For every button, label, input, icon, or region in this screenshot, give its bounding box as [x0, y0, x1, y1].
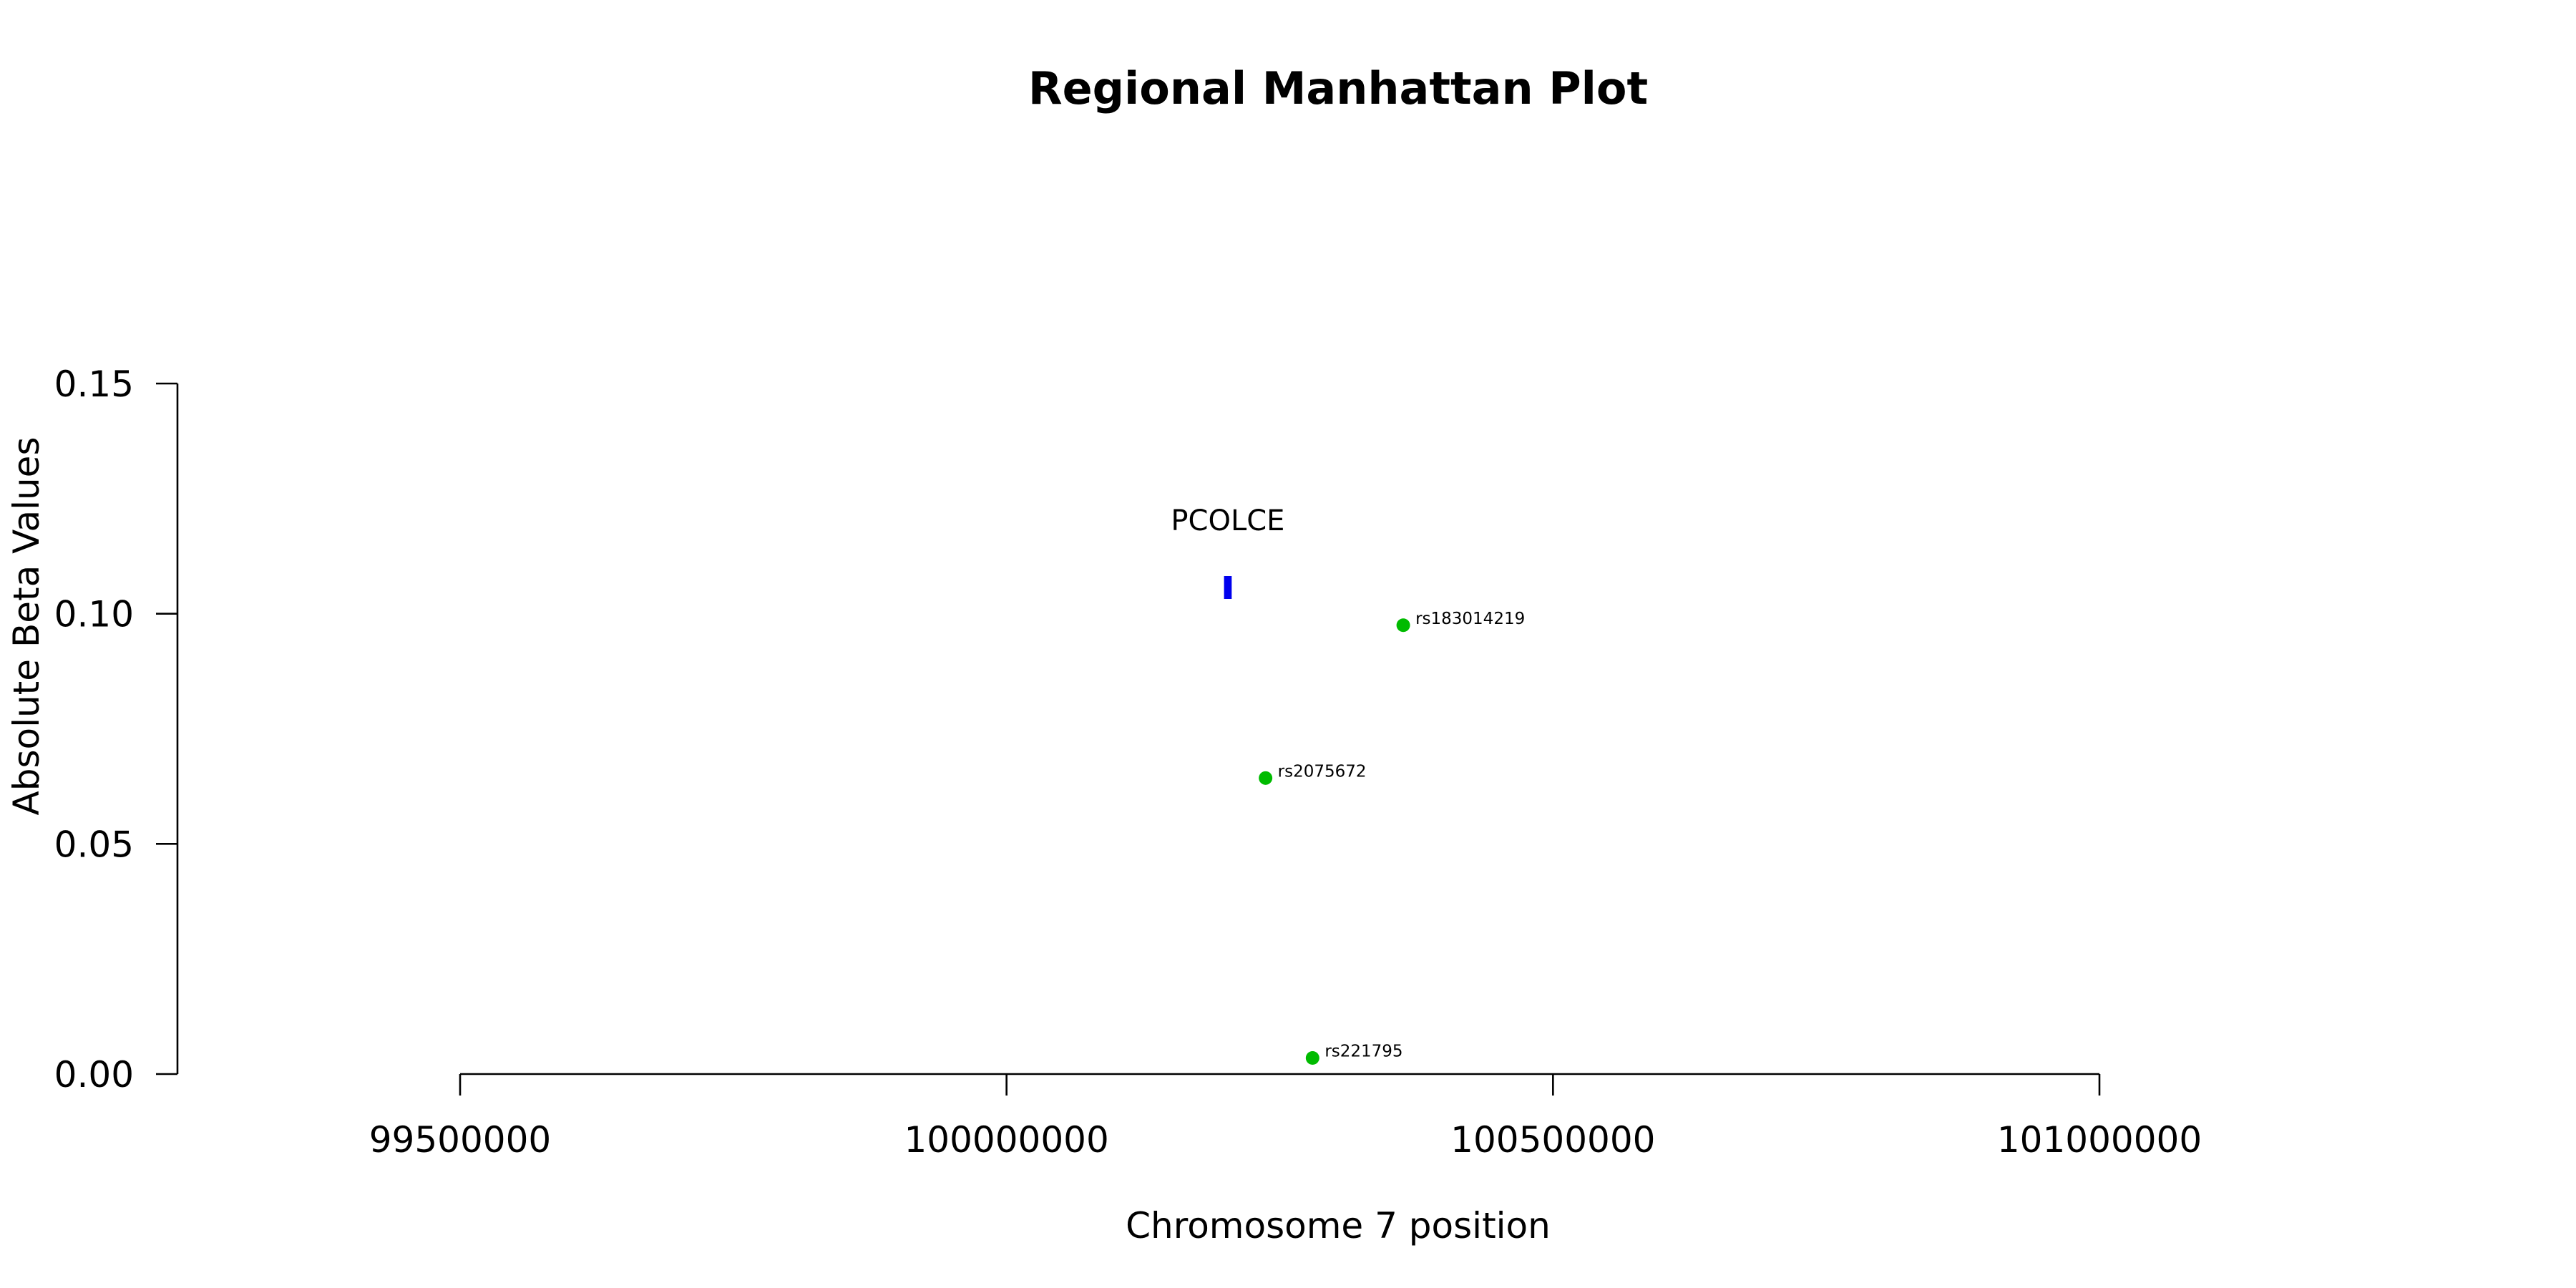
- plot-area: PCOLCE rs183014219 rs2075672 rs221795: [1171, 504, 1525, 1065]
- y-tick-label: 0.15: [54, 364, 134, 405]
- x-tick-label: 99500000: [369, 1119, 552, 1161]
- x-axis: 99500000 100000000 100500000 101000000: [369, 1073, 2202, 1161]
- snp-label: rs221795: [1324, 1042, 1402, 1060]
- y-tick-label: 0.05: [54, 824, 134, 865]
- snp-point: [1259, 771, 1273, 785]
- y-axis-label: Absolute Beta Values: [6, 437, 47, 816]
- x-tick-label: 100000000: [904, 1119, 1109, 1161]
- chart-title: Regional Manhattan Plot: [1028, 62, 1648, 114]
- x-axis-label: Chromosome 7 position: [1126, 1205, 1551, 1246]
- y-axis: 0.00 0.05 0.10 0.15: [54, 364, 179, 1096]
- y-tick-label: 0.10: [54, 594, 134, 635]
- gene-marker: [1224, 575, 1232, 599]
- snp-label: rs2075672: [1278, 762, 1367, 781]
- gene-label: PCOLCE: [1171, 504, 1284, 537]
- y-tick-label: 0.00: [54, 1054, 134, 1096]
- snp-point: [1305, 1050, 1319, 1065]
- snp-point: [1396, 618, 1410, 633]
- x-tick-label: 100500000: [1450, 1119, 1655, 1161]
- snp-label: rs183014219: [1415, 610, 1525, 628]
- x-tick-label: 101000000: [1997, 1119, 2202, 1161]
